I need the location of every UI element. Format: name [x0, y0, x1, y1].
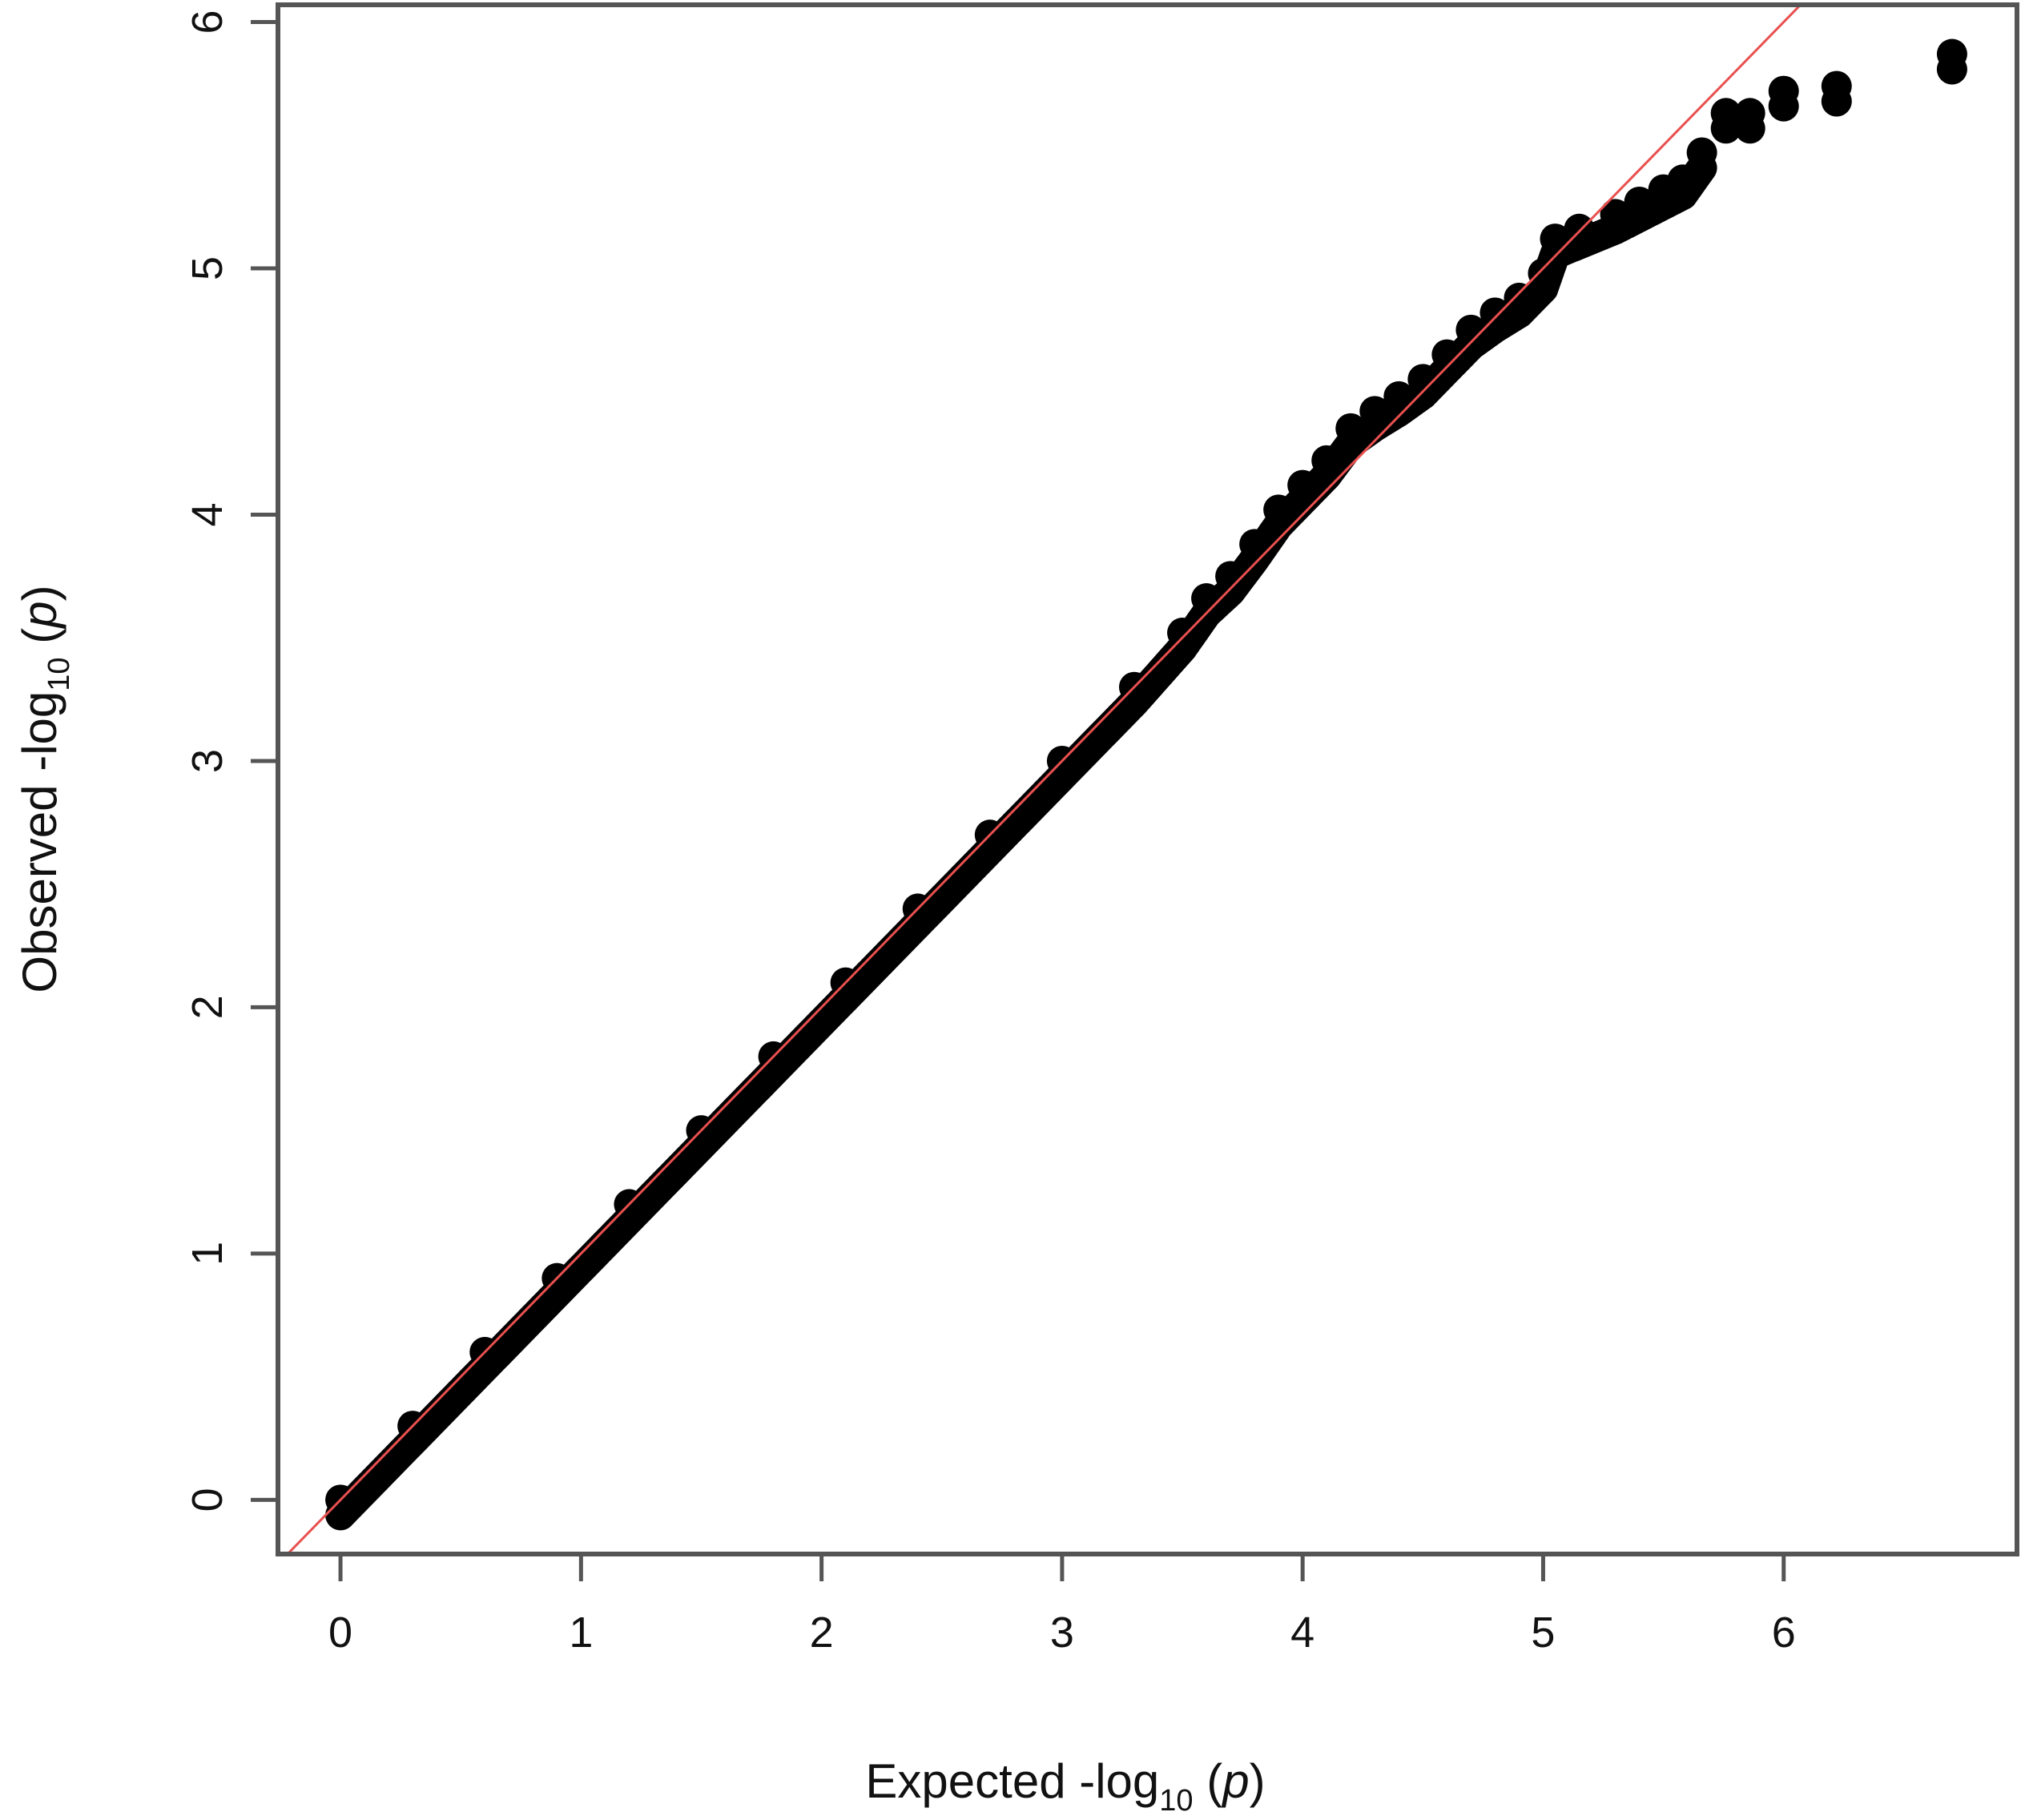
data-point — [1734, 98, 1765, 129]
data-point — [1383, 381, 1415, 412]
data-point — [1564, 213, 1595, 244]
x-tick-label: 5 — [1531, 1609, 1555, 1657]
x-axis-label: Expected -log10 (p) — [865, 1754, 1265, 1818]
data-point — [1263, 494, 1294, 525]
y-tick-label: 5 — [183, 256, 231, 280]
data-point — [1407, 364, 1439, 395]
y-tick-label: 3 — [183, 749, 231, 773]
data-point — [1936, 38, 1967, 70]
x-tick-label: 1 — [569, 1609, 593, 1657]
data-point — [1710, 98, 1741, 129]
y-tick-label: 4 — [183, 502, 231, 526]
data-point — [1768, 75, 1799, 107]
data-point — [1624, 186, 1655, 217]
y-axis-label-close: ) — [13, 585, 66, 601]
y-axis-label-subscript: 10 — [42, 657, 76, 691]
data-point — [1359, 396, 1391, 427]
x-tick-label: 3 — [1050, 1609, 1074, 1657]
data-point — [1311, 445, 1343, 476]
y-axis-label-prefix: Observed -log — [13, 691, 66, 993]
data-point — [1287, 469, 1318, 501]
observed-points-band — [325, 54, 1967, 1531]
x-axis-label-italic: p — [1221, 1754, 1249, 1808]
plot-frame — [276, 2, 2019, 1556]
y-tick-label: 0 — [183, 1488, 231, 1512]
x-axis-label-suffix: ( — [1194, 1754, 1223, 1808]
data-point — [1540, 223, 1571, 255]
data-point — [1600, 199, 1631, 230]
data-point — [1167, 618, 1198, 649]
x-tick-label: 6 — [1772, 1609, 1796, 1657]
data-point — [1191, 583, 1222, 614]
y-tick-label: 2 — [183, 995, 231, 1019]
x-tick-label: 4 — [1290, 1609, 1314, 1657]
x-axis-label-prefix: Expected -log — [865, 1754, 1159, 1808]
data-point — [1528, 258, 1559, 289]
y-axis: 0 1 2 3 4 5 6 — [183, 10, 278, 1512]
y-axis-label: Observed -log10 (p) — [13, 585, 76, 993]
x-axis-label-subscript: 10 — [1159, 1784, 1193, 1818]
data-point — [1215, 561, 1246, 592]
data-point — [1667, 164, 1698, 195]
y-axis-label-italic: p — [13, 601, 66, 629]
reference-line — [285, 5, 1802, 1554]
data-point — [1686, 137, 1717, 168]
y-tick-label: 6 — [183, 10, 231, 34]
data-point — [1239, 529, 1270, 560]
data-point — [1479, 297, 1511, 328]
x-tick-label: 0 — [328, 1609, 352, 1657]
x-tick-label: 2 — [810, 1609, 834, 1657]
y-axis-label-suffix: ( — [13, 628, 66, 658]
data-point — [1821, 70, 1852, 102]
x-axis-label-close: ) — [1250, 1754, 1266, 1808]
data-point — [1431, 339, 1463, 370]
data-point — [1335, 413, 1367, 444]
x-axis: 0 1 2 3 4 5 6 — [328, 1554, 1796, 1657]
data-layer — [285, 5, 1967, 1554]
data-point — [1504, 282, 1535, 313]
data-point — [1455, 314, 1487, 345]
y-tick-label: 1 — [183, 1242, 231, 1266]
